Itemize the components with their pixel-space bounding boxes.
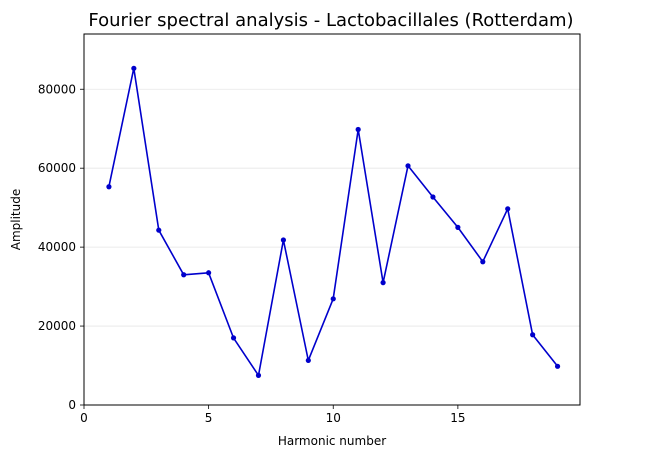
data-point	[530, 332, 536, 338]
data-point	[380, 280, 386, 286]
data-point	[554, 363, 561, 369]
data-point	[156, 227, 162, 233]
y-axis: 0 20000 40000 60000 80000	[38, 82, 84, 412]
data-point	[355, 126, 361, 133]
data-point	[131, 65, 137, 71]
y-tick-label: 0	[68, 398, 76, 412]
data-point	[430, 194, 436, 200]
y-tick-label: 40000	[38, 240, 76, 254]
data-point	[480, 259, 486, 265]
x-axis: 0 5 10 15	[80, 405, 466, 425]
chart-title: Fourier spectral analysis - Lactobacilla…	[88, 10, 573, 31]
grid	[84, 88, 580, 327]
x-axis-label: Harmonic number	[278, 434, 386, 448]
data-point	[255, 372, 262, 378]
data-point	[330, 296, 336, 302]
data-point	[455, 224, 461, 230]
data-point	[405, 163, 411, 169]
data-point	[280, 237, 286, 243]
data-point	[505, 206, 511, 212]
data-point	[230, 335, 237, 341]
y-axis-label: Amplitude	[9, 189, 23, 251]
data-point	[181, 272, 187, 278]
y-tick-label: 20000	[38, 319, 76, 333]
x-tick-label: 5	[205, 411, 213, 425]
data-point	[106, 184, 112, 190]
y-tick-label: 80000	[38, 82, 76, 96]
data-point	[305, 357, 311, 364]
x-tick-label: 15	[450, 411, 465, 425]
x-tick-label: 0	[80, 411, 88, 425]
y-tick-label: 60000	[38, 161, 76, 175]
plot-frame	[83, 33, 581, 406]
data-point	[206, 270, 212, 276]
series-line	[108, 67, 559, 377]
data-series	[106, 65, 561, 378]
x-tick-label: 10	[326, 411, 341, 425]
